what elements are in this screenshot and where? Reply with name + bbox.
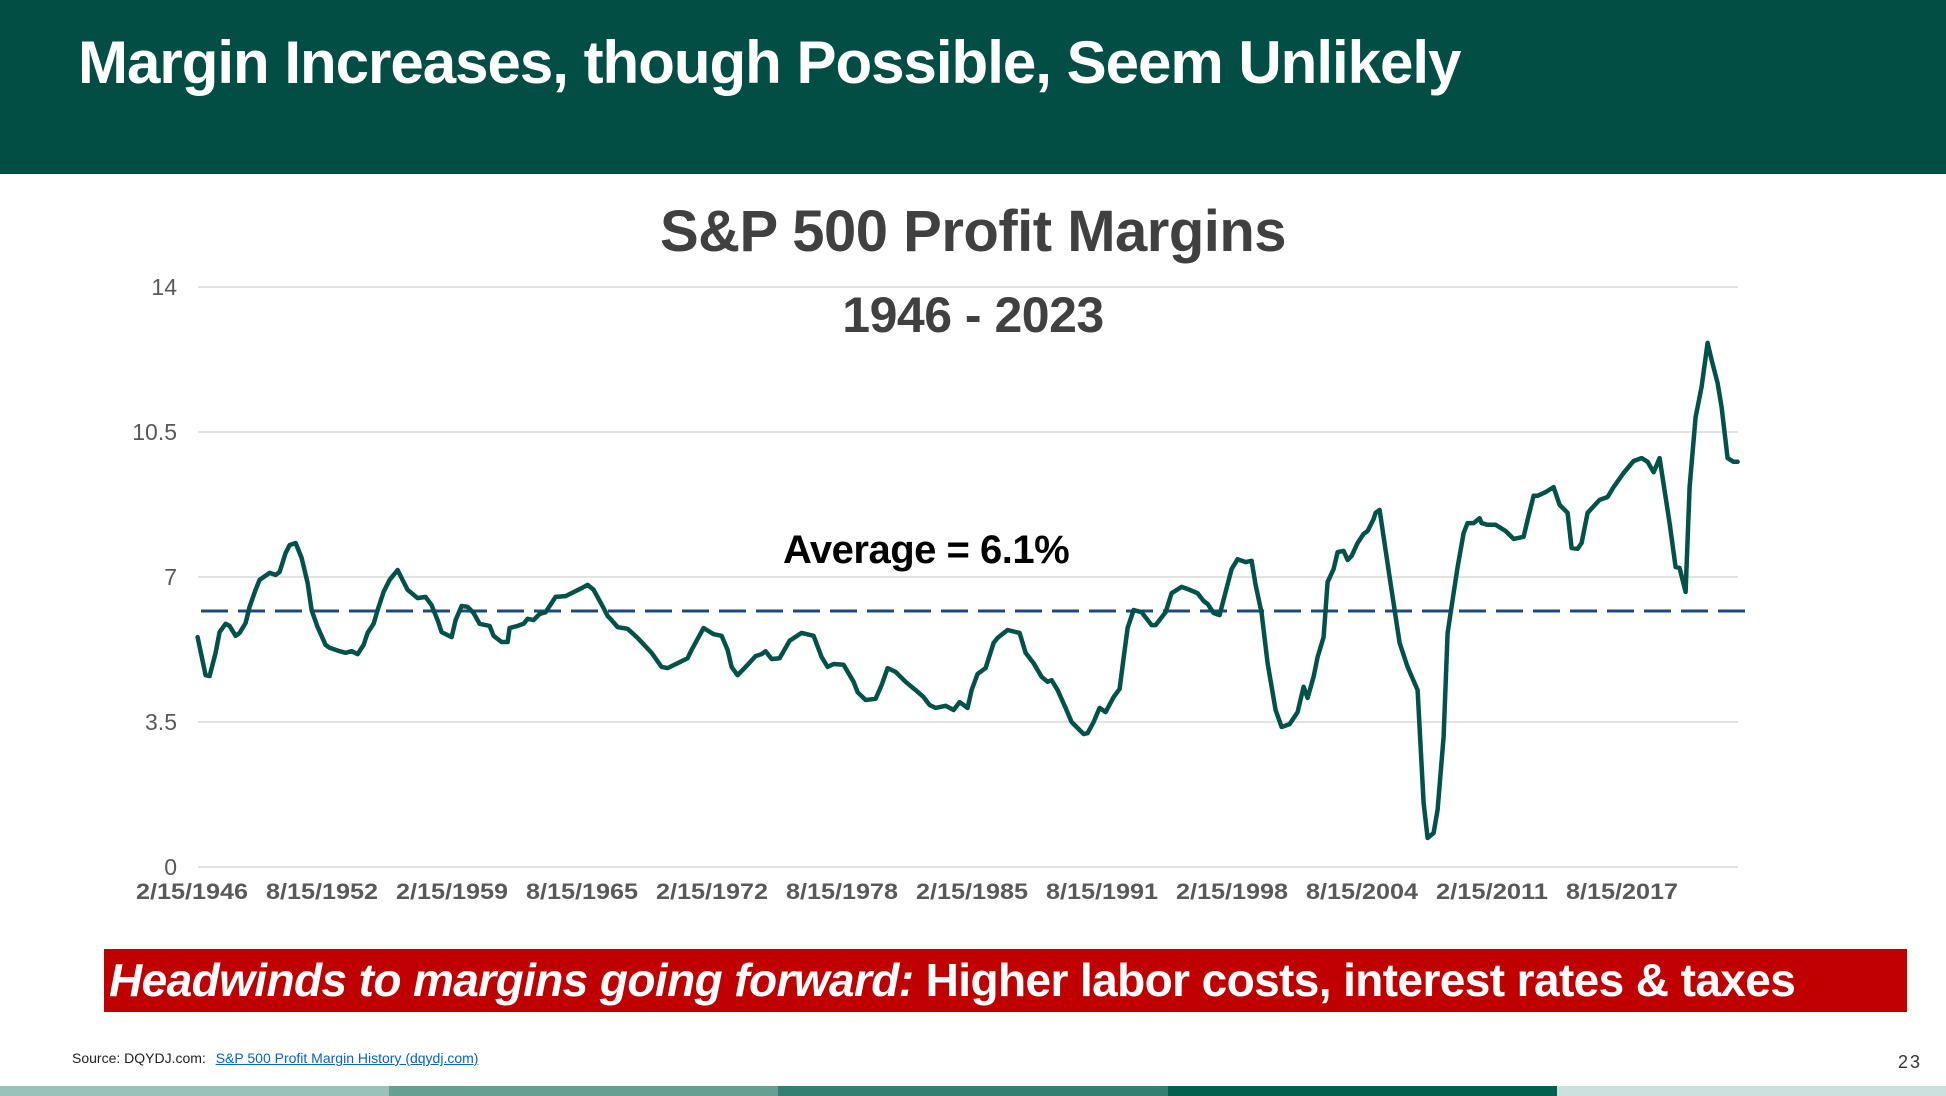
y-tick-label: 10.5 [132, 419, 177, 445]
x-tick-label: 2/15/1985 [916, 879, 1028, 904]
footer-segment [778, 1086, 1168, 1096]
x-tick-label: 2/15/1959 [396, 879, 508, 904]
footer-color-bar [0, 1086, 1946, 1096]
x-tick-label: 8/15/1965 [526, 879, 638, 904]
y-tick-label: 3.5 [145, 709, 177, 735]
x-tick-label: 8/15/1952 [266, 879, 378, 904]
chart-title: S&P 500 Profit Margins [659, 199, 1287, 264]
y-tick-label: 7 [164, 564, 177, 590]
x-tick-label: 8/15/1978 [786, 879, 898, 904]
banner-text: Higher labor costs, interest rates & tax… [913, 954, 1796, 1006]
page-number: 23 [1898, 1052, 1923, 1072]
x-tick-label: 8/15/2004 [1306, 879, 1419, 904]
y-tick-label: 14 [151, 274, 177, 300]
footer-segment [389, 1086, 779, 1096]
footer-segment [1556, 1086, 1946, 1096]
source-note: Source: DQYDJ.com: S&P 500 Profit Margin… [72, 1050, 478, 1066]
footer-segment [1167, 1086, 1557, 1096]
x-tick-label: 2/15/1972 [656, 879, 768, 904]
x-tick-label: 8/15/1991 [1046, 879, 1158, 904]
slide-title: Margin Increases, though Possible, Seem … [78, 29, 1461, 96]
y-axis-ticks: 0 3.5 7 10.5 14 [132, 274, 177, 880]
x-axis-ticks: 2/15/1946 8/15/1952 2/15/1959 8/15/1965 2/15… [136, 879, 1678, 904]
x-tick-label: 2/15/1946 [136, 879, 248, 904]
x-tick-label: 2/15/2011 [1436, 879, 1548, 904]
x-tick-label: 2/15/1998 [1176, 879, 1288, 904]
gridlines [198, 286, 1738, 868]
y-tick-label: 0 [164, 854, 177, 880]
profit-margin-chart: 0 3.5 7 10.5 14 2/15/1946 8/15/1952 2/15/1959 8… [132, 274, 1752, 904]
source-label: Source: DQYDJ.com: [72, 1050, 206, 1066]
x-tick-label: 8/15/2017 [1566, 879, 1678, 904]
headwinds-banner: Headwinds to margins going forward: High… [104, 949, 1907, 1012]
average-label: Average = 6.1% [783, 528, 1070, 572]
footer-segment [0, 1086, 390, 1096]
series-line-profit-margin [195, 340, 1740, 841]
banner-lead: Headwinds to margins going forward: [109, 954, 914, 1006]
chart-subtitle: 1946 - 2023 [842, 287, 1104, 343]
source-link[interactable]: S&P 500 Profit Margin History (dqydj.com… [215, 1050, 479, 1066]
slide-header: Margin Increases, though Possible, Seem … [0, 0, 1946, 174]
